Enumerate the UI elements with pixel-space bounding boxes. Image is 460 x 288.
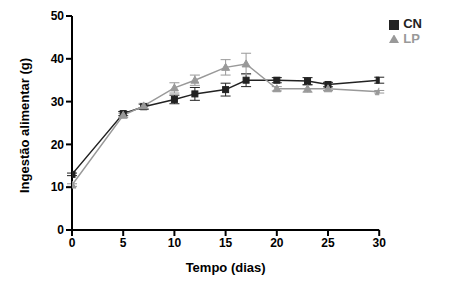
html-text:CN: CN <box>403 16 422 31</box>
svg-text:15: 15 <box>219 236 233 250</box>
svg-text:10: 10 <box>51 180 65 194</box>
svg-text:50: 50 <box>51 9 65 23</box>
svg-text:Tempo (dias): Tempo (dias) <box>186 260 266 275</box>
svg-text:Ingestão alimentar (g): Ingestão alimentar (g) <box>17 58 32 193</box>
html-text:LP: LP <box>403 31 420 46</box>
svg-text:30: 30 <box>373 236 387 250</box>
svg-text:0: 0 <box>69 236 76 250</box>
svg-text:5: 5 <box>120 236 127 250</box>
svg-text:40: 40 <box>51 52 65 66</box>
svg-text:0: 0 <box>57 223 64 237</box>
svg-text:20: 20 <box>270 236 284 250</box>
svg-text:30: 30 <box>51 95 65 109</box>
svg-text:25: 25 <box>321 236 335 250</box>
svg-text:10: 10 <box>168 236 182 250</box>
svg-text:20: 20 <box>51 138 65 152</box>
